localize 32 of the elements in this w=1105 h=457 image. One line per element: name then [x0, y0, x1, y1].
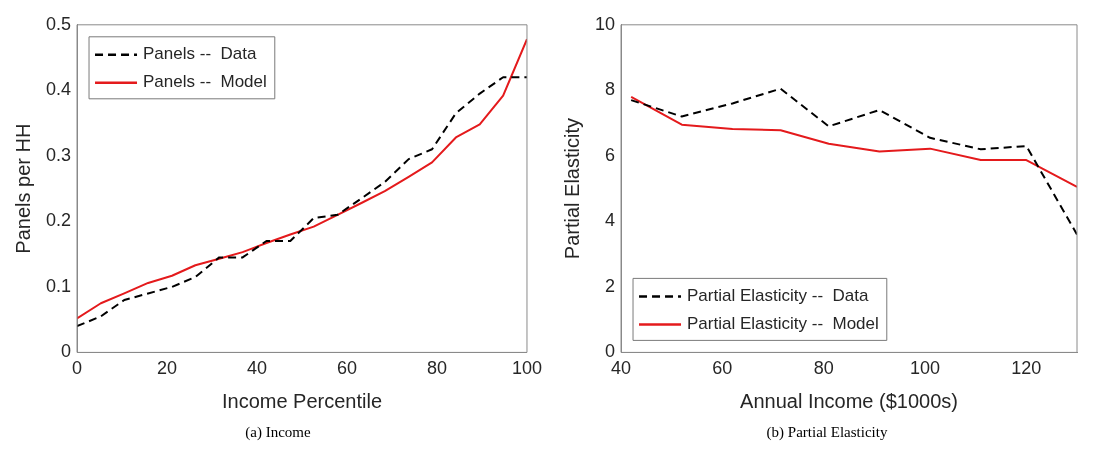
x-axis-title: Income Percentile	[221, 389, 383, 412]
line-series	[77, 76, 527, 328]
x-tick-label: 60	[712, 358, 733, 379]
y-tick-label: 6	[605, 144, 616, 165]
y-tick-label: 4	[605, 210, 616, 231]
line-series	[630, 87, 1077, 236]
y-axis-title: Partial Elasticity	[560, 118, 583, 260]
text: (a) Income	[244, 424, 312, 441]
text: (b) Partial Elasticity	[765, 424, 889, 441]
x-tick-label: 80	[426, 358, 448, 379]
y-axis-title: Panels per HH	[11, 123, 34, 254]
y-tick-label: 2	[605, 275, 616, 296]
y-tick-label: 8	[605, 79, 616, 100]
y-tick-label: 0	[61, 341, 72, 362]
y-tick-label: 0.3	[45, 144, 72, 165]
y-tick-label: 0.5	[45, 13, 72, 34]
x-axis-title: Annual Income ($1000s)	[740, 389, 958, 412]
legend-label: Panels -- Model	[143, 72, 267, 92]
y-tick-label: 0.1	[45, 275, 72, 296]
legend-label: Panels -- Data	[143, 44, 257, 64]
x-tick-label: 80	[813, 358, 834, 379]
legend-label: Partial Elasticity -- Data	[687, 286, 869, 306]
x-tick-label: 60	[336, 358, 358, 379]
x-tick-label: 20	[157, 358, 178, 379]
x-tick-label: 100	[511, 358, 543, 379]
x-tick-label: 100	[909, 358, 941, 379]
y-tick-label: 0.2	[45, 210, 72, 231]
x-tick-label: 40	[246, 358, 268, 379]
y-tick-label: 0.4	[45, 79, 72, 100]
legend-label: Partial Elasticity -- Model	[687, 314, 879, 334]
x-tick-label: 120	[1011, 358, 1042, 379]
y-tick-label: 10	[594, 13, 616, 34]
